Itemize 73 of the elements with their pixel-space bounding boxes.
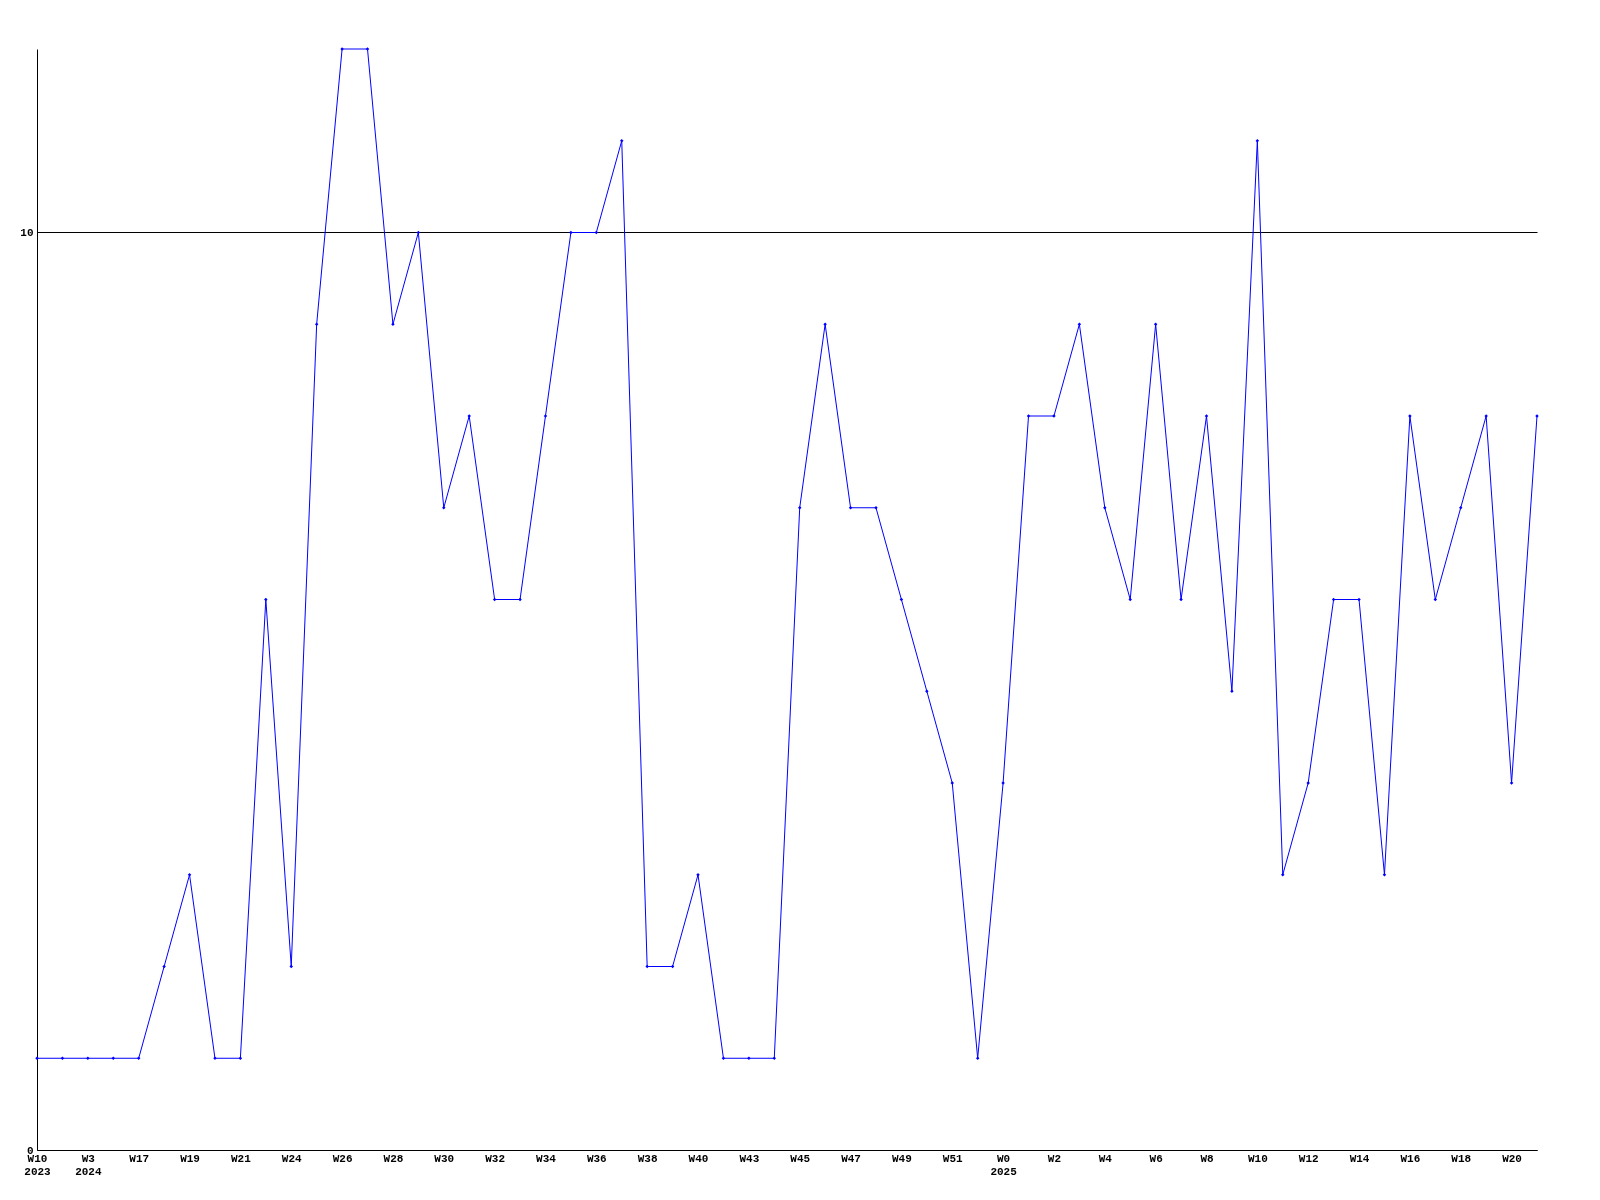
point (645, 964, 649, 969)
point (86, 1056, 90, 1060)
point (1382, 873, 1387, 877)
x-tick-label: W36 (586, 1152, 607, 1165)
point (365, 47, 370, 51)
point (1281, 873, 1285, 877)
point (213, 1056, 217, 1060)
x-tick-label: W18 (1451, 1152, 1472, 1165)
x-tick-label: W38 (637, 1152, 658, 1165)
point (238, 1056, 243, 1060)
point (848, 506, 853, 510)
x-tick-label: W0 2025 (990, 1152, 1018, 1178)
line-series (35, 47, 1539, 1060)
point (1204, 414, 1209, 418)
point (391, 322, 395, 326)
x-tick-label: W16 (1400, 1152, 1421, 1165)
x-tick-label: W26 (332, 1152, 353, 1165)
x-tick-label: W32 (485, 1152, 506, 1165)
x-tick-label: W2 (1047, 1152, 1062, 1165)
x-tick-label: W40 (688, 1152, 709, 1165)
y-tick-label: 10 (20, 227, 34, 239)
x-tick-label: W30 (434, 1152, 455, 1165)
point (1357, 597, 1361, 602)
x-tick-label: W17 (129, 1152, 150, 1165)
point (925, 689, 929, 693)
x-tick-label: W19 (180, 1152, 200, 1165)
x-tick-label: W24 (281, 1152, 303, 1165)
x-tick-label: W51 (942, 1152, 964, 1165)
point (1459, 506, 1463, 510)
x-tick-label: W14 (1349, 1152, 1370, 1165)
point (187, 873, 192, 877)
point (136, 1056, 141, 1060)
x-tick-label: W10 2023 (24, 1152, 52, 1178)
point (518, 597, 522, 602)
x-tick-label: W6 (1149, 1152, 1163, 1165)
point (1179, 597, 1183, 602)
point (111, 1056, 115, 1060)
x-tick-label: W8 (1200, 1152, 1214, 1165)
x-tick-label: W3 2024 (75, 1152, 102, 1178)
point (1509, 781, 1514, 785)
point (874, 506, 878, 510)
point (1230, 689, 1234, 693)
point (1255, 139, 1260, 143)
x-tick-label: W45 (790, 1152, 811, 1165)
point (162, 964, 166, 969)
point (543, 414, 548, 418)
point (1026, 414, 1031, 418)
x-tick-label: W4 (1098, 1152, 1113, 1165)
x-tick-label: W49 (892, 1152, 912, 1165)
point (264, 597, 268, 602)
point (569, 230, 573, 235)
point (823, 322, 827, 326)
x-tick-label: W43 (739, 1152, 760, 1165)
point (747, 1056, 751, 1060)
x-tick-label: W34 (536, 1152, 557, 1165)
point (60, 1056, 65, 1060)
point (314, 322, 319, 326)
point (1128, 597, 1132, 602)
point (721, 1056, 726, 1060)
point (442, 506, 446, 510)
x-tick-label: W20 (1502, 1152, 1522, 1165)
point (1103, 506, 1107, 510)
point (1077, 322, 1082, 326)
point (797, 506, 802, 510)
x-tick-label: W10 (1247, 1152, 1268, 1165)
point (975, 1056, 980, 1060)
point (620, 139, 624, 143)
x-tick-label: W28 (383, 1152, 404, 1165)
x-tick-label: W47 (841, 1152, 861, 1165)
point (772, 1056, 777, 1060)
point (1153, 322, 1158, 326)
x-tick-label: W21 (230, 1152, 252, 1165)
x-tick-label: W12 (1298, 1152, 1319, 1165)
